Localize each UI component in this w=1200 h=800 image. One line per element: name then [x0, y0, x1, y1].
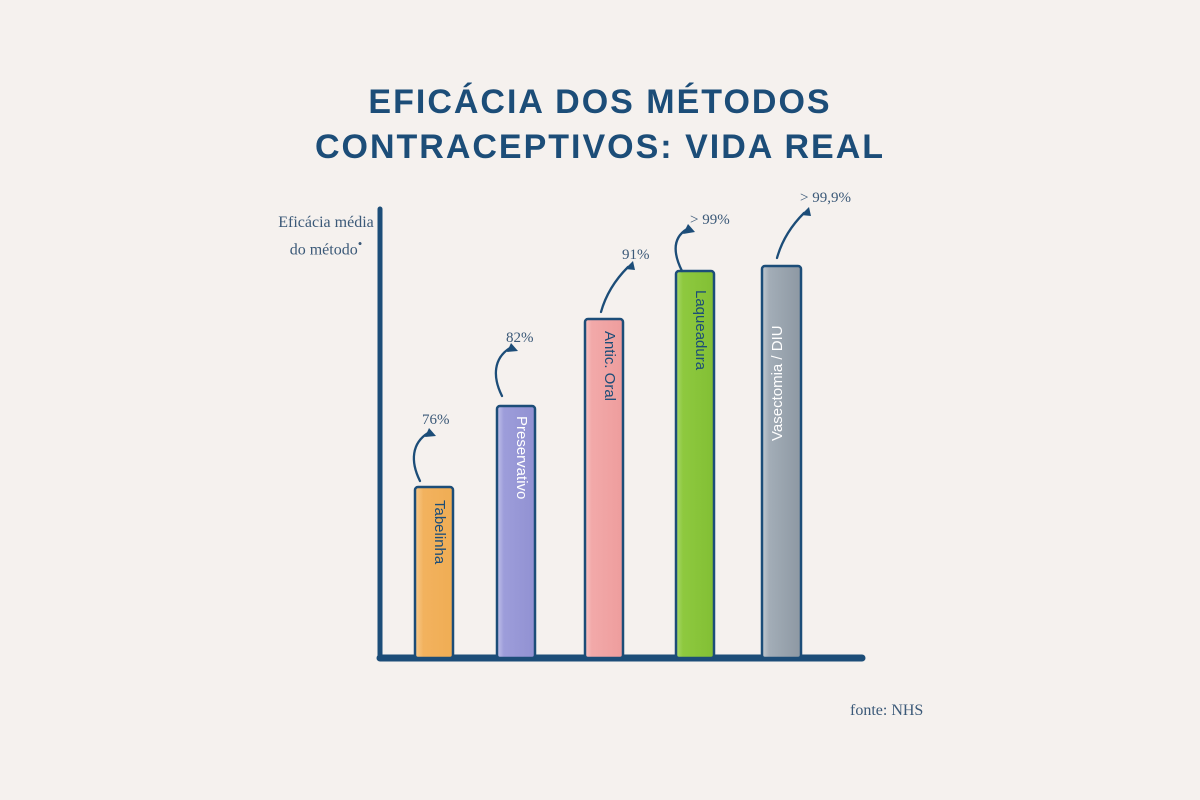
svg-text:82%: 82% [506, 330, 534, 346]
svg-text:Laqueadura: Laqueadura [692, 290, 709, 371]
svg-text:Antic. Oral: Antic. Oral [601, 331, 618, 401]
svg-text:Vasectomia / DIU: Vasectomia / DIU [769, 325, 786, 441]
svg-text:Tabelinha: Tabelinha [431, 500, 448, 565]
svg-text:91%: 91% [622, 247, 650, 263]
svg-text:> 99%: > 99% [690, 212, 730, 228]
svg-text:Preservativo: Preservativo [513, 416, 530, 499]
svg-text:76%: 76% [422, 412, 450, 428]
svg-text:> 99,9%: > 99,9% [800, 190, 851, 206]
